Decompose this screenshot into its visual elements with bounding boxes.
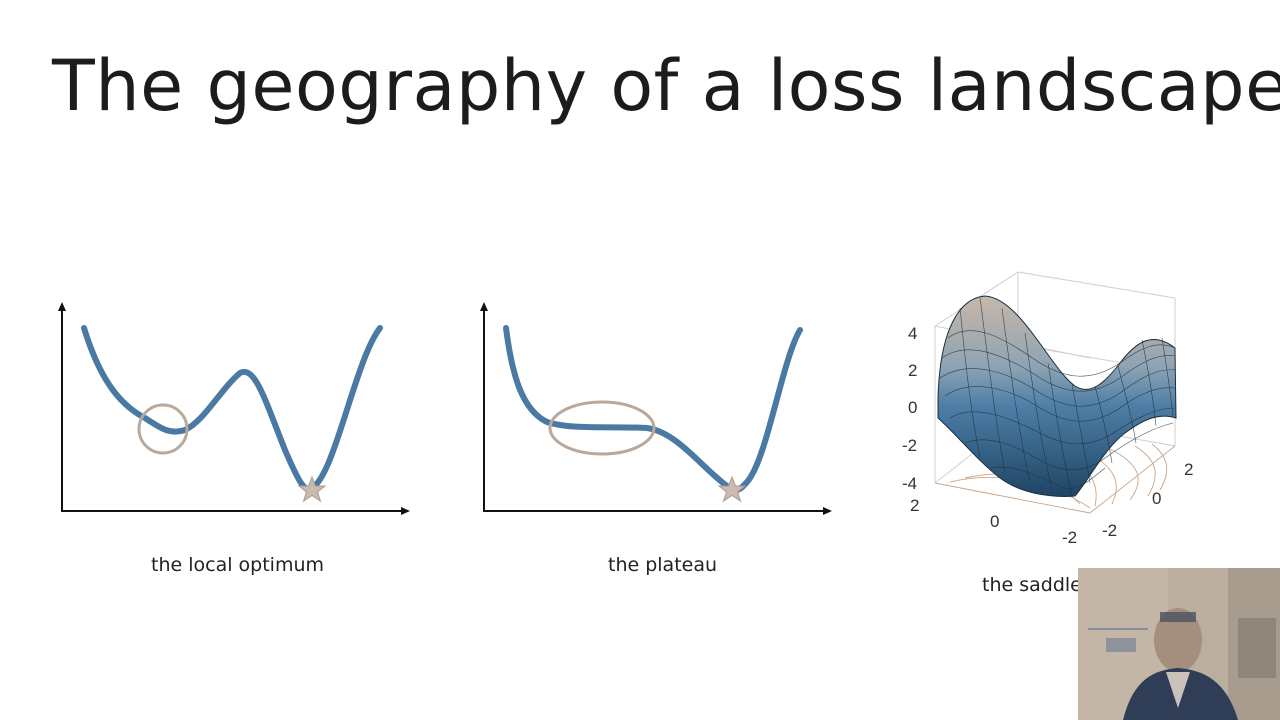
caption-local-optimum: the local optimum (151, 554, 325, 576)
presenter-head (1154, 608, 1202, 672)
plateau-plot (480, 302, 832, 515)
z-tick-2: 2 (908, 361, 917, 380)
y-tick-2: 2 (1184, 460, 1193, 479)
local-optimum-circle (137, 403, 189, 455)
z-tick-4: 4 (908, 324, 917, 343)
x-tick-neg2: -2 (1062, 528, 1077, 547)
plateau-ellipse (548, 400, 656, 456)
x-axis-arrow (823, 507, 832, 515)
x-axis-arrow (401, 507, 410, 515)
loss-curve (81, 325, 383, 492)
y-tick-neg2: -2 (1102, 521, 1117, 540)
saddle-surface (937, 295, 1177, 497)
y-tick-0: 0 (1152, 489, 1161, 508)
presenter-webcam-overlay (1078, 568, 1280, 720)
surface-mesh (939, 297, 1176, 497)
y-axis-arrow (58, 302, 66, 311)
loss-curve (503, 325, 803, 493)
global-minimum-star (297, 475, 327, 503)
x-tick-0: 0 (990, 512, 999, 531)
caption-plateau: the plateau (608, 554, 718, 576)
x-tick-2: 2 (910, 496, 919, 515)
y-axis-arrow (480, 302, 488, 311)
caption-saddle: the saddle (982, 574, 1082, 596)
slide-title: The geography of a loss landscape (52, 45, 1280, 127)
z-tick-neg4: -4 (902, 474, 917, 493)
saddle-surface-plot: 4 2 0 -2 -4 2 0 -2 2 0 -2 (902, 271, 1193, 547)
z-tick-0: 0 (908, 398, 917, 417)
global-minimum-star (717, 475, 747, 503)
local-optimum-plot (58, 302, 410, 515)
z-tick-neg2: -2 (902, 436, 917, 455)
